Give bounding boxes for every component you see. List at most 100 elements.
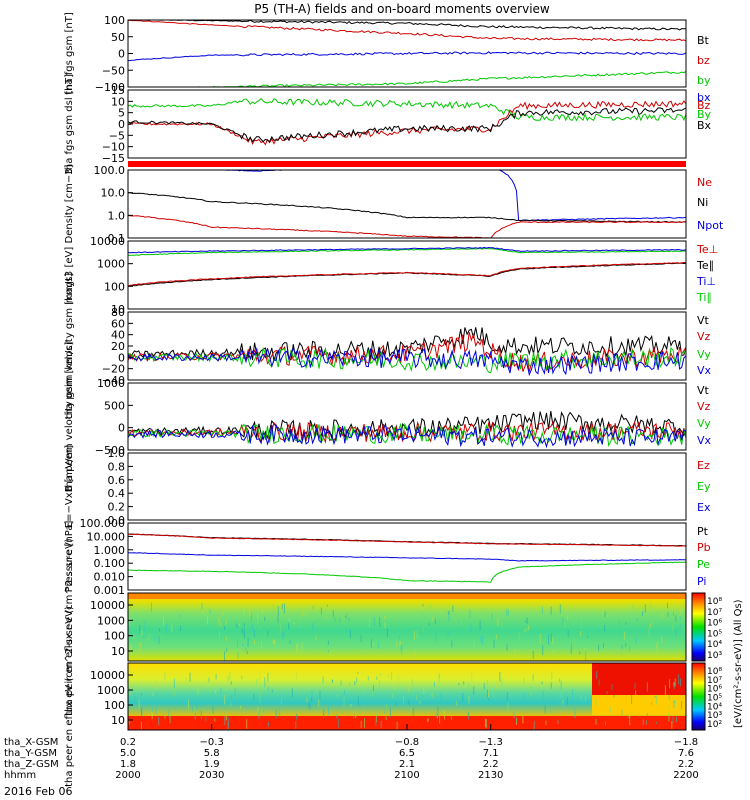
colorbar-tick-label: 10⁸ bbox=[707, 667, 722, 677]
spectrogram-speckle bbox=[667, 602, 668, 609]
legend-entry: Vy bbox=[697, 348, 711, 361]
spectrogram-speckle bbox=[480, 636, 482, 642]
spectrogram-speckle bbox=[473, 637, 474, 648]
spectrogram-speckle bbox=[413, 630, 415, 640]
spectrogram-speckle bbox=[631, 711, 633, 714]
spectrogram-speckle bbox=[373, 642, 375, 646]
spectrogram-speckle bbox=[597, 629, 599, 633]
spectrogram-speckle bbox=[643, 699, 645, 706]
spectrogram-speckle bbox=[603, 643, 604, 649]
series-line bbox=[127, 561, 687, 583]
spectrogram-speckle bbox=[227, 675, 229, 682]
spectrogram-speckle bbox=[542, 690, 544, 700]
spectrogram-speckle bbox=[539, 634, 541, 645]
spectrogram-speckle bbox=[257, 706, 259, 713]
spectrogram-speckle bbox=[661, 635, 663, 641]
spectrogram-speckle bbox=[675, 716, 677, 723]
spectrogram-speckle bbox=[203, 704, 205, 707]
spectrogram-speckle bbox=[279, 621, 281, 626]
spectrogram-speckle bbox=[400, 641, 402, 645]
spectrogram-speckle bbox=[151, 709, 153, 716]
spectrogram-speckle bbox=[160, 613, 162, 618]
spectrogram-speckle bbox=[629, 715, 631, 726]
spectrogram-speckle bbox=[162, 616, 164, 626]
spectrogram-speckle bbox=[212, 705, 214, 714]
spectrogram-speckle bbox=[548, 634, 549, 645]
spectrogram-speckle bbox=[209, 688, 211, 693]
spectrogram-speckle bbox=[277, 606, 279, 616]
y-tick-label: 10.0 bbox=[101, 187, 126, 200]
spectrogram-speckle bbox=[467, 711, 469, 720]
y-tick-label: 0 bbox=[118, 48, 125, 61]
spectrogram-speckle bbox=[246, 650, 248, 655]
y-tick-label: 100 bbox=[104, 280, 125, 293]
spectrogram-speckle bbox=[411, 677, 413, 687]
panel-frame bbox=[127, 522, 687, 591]
legend-entry: Vx bbox=[697, 364, 712, 377]
spectrogram-speckle bbox=[675, 699, 677, 707]
spectrogram-speckle bbox=[283, 631, 285, 638]
spectrogram-speckle bbox=[230, 702, 232, 707]
spectrogram-speckle bbox=[243, 623, 245, 627]
spectrogram-speckle bbox=[506, 644, 508, 651]
spectrogram-speckle bbox=[129, 692, 131, 695]
spectrogram-speckle bbox=[422, 686, 424, 689]
spectrogram-speckle bbox=[656, 641, 658, 648]
spectrogram-speckle bbox=[180, 614, 182, 617]
spectrogram-speckle bbox=[567, 615, 569, 621]
spectrogram-speckle bbox=[303, 689, 305, 693]
spectrogram-speckle bbox=[395, 641, 397, 648]
spectrogram-speckle bbox=[598, 644, 600, 652]
spectrogram-speckle bbox=[444, 710, 446, 720]
spectrogram-bottom-band bbox=[128, 716, 686, 730]
spectrogram-speckle bbox=[488, 638, 490, 641]
spectrogram-speckle bbox=[571, 642, 572, 651]
y-tick-label: 50 bbox=[111, 31, 125, 44]
x-tick-label: 2.2 bbox=[483, 759, 499, 770]
spectrogram-speckle bbox=[656, 694, 657, 705]
spectrogram-speckle bbox=[380, 721, 382, 728]
spectrogram-top-band bbox=[128, 593, 686, 599]
spectrogram-speckle bbox=[419, 604, 421, 610]
legend-entry: Pi bbox=[697, 575, 706, 588]
spectrogram-speckle bbox=[500, 622, 502, 628]
spectrogram-speckle bbox=[497, 617, 499, 626]
spectrogram-speckle bbox=[129, 643, 131, 650]
spectrogram-speckle bbox=[259, 671, 261, 681]
legend-entry: Bt bbox=[697, 34, 710, 47]
y-tick-label: −15 bbox=[102, 152, 125, 165]
x-row-label: hhmm bbox=[4, 770, 36, 781]
spectrogram-speckle bbox=[143, 636, 145, 639]
spectrogram-speckle bbox=[289, 640, 291, 644]
spectrogram-speckle bbox=[435, 712, 437, 718]
spectrogram-speckle bbox=[357, 696, 359, 706]
spectrogram-speckle bbox=[496, 619, 498, 626]
spectrogram-speckle bbox=[259, 685, 261, 696]
spectrogram-speckle bbox=[385, 716, 387, 720]
spectrogram-speckle bbox=[342, 613, 344, 623]
spectrogram-speckle bbox=[416, 630, 418, 635]
spectrogram-speckle bbox=[196, 701, 197, 710]
spectrogram-speckle bbox=[550, 682, 552, 689]
spectrogram-speckle bbox=[435, 632, 437, 643]
spectrogram-speckle bbox=[226, 648, 227, 652]
panel-frame bbox=[127, 382, 687, 451]
spectrogram-speckle bbox=[215, 689, 217, 694]
series-line bbox=[127, 261, 687, 287]
spectrogram-speckle bbox=[500, 644, 502, 649]
spectrogram-speckle bbox=[635, 690, 637, 696]
spectrogram-speckle bbox=[423, 687, 425, 694]
spectrogram-speckle bbox=[194, 706, 196, 712]
spectrogram-speckle bbox=[331, 679, 333, 683]
y-tick-label: 100 bbox=[104, 699, 125, 712]
spectrogram-speckle bbox=[249, 607, 251, 617]
spectrogram-speckle bbox=[222, 611, 224, 616]
spectrogram-speckle bbox=[598, 679, 600, 686]
spectrogram-speckle bbox=[587, 635, 589, 638]
spectrogram-speckle bbox=[261, 605, 263, 614]
spectrogram-speckle bbox=[239, 705, 241, 709]
spectrogram-speckle bbox=[205, 680, 207, 689]
spectrogram-speckle bbox=[230, 681, 232, 685]
spectrogram-speckle bbox=[604, 721, 606, 726]
